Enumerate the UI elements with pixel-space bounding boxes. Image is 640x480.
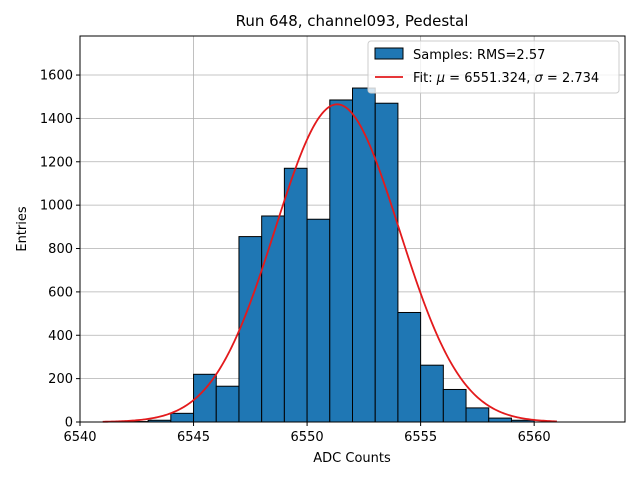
legend-box xyxy=(367,40,620,94)
histogram-bar xyxy=(261,215,285,423)
x-tick-label: 6555 xyxy=(404,430,437,445)
x-tick-label: 6560 xyxy=(518,430,551,445)
histogram-bar xyxy=(488,417,512,423)
x-tick-label: 6540 xyxy=(63,430,96,445)
y-axis-label: Entries xyxy=(15,206,30,252)
y-tick-label: 0 xyxy=(65,416,73,431)
histogram-bar xyxy=(306,218,331,423)
histogram-bar xyxy=(283,167,308,423)
y-tick-label: 1400 xyxy=(40,112,73,127)
y-tick-label: 1000 xyxy=(40,199,73,214)
x-axis-ticks: 6540 6545 6550 6555 6560 xyxy=(63,422,551,445)
y-tick-label: 400 xyxy=(48,329,73,344)
legend-label-fit: Fit: μ = 6551.324, σ = 2.734 xyxy=(413,71,599,86)
y-tick-label: 1600 xyxy=(40,69,73,84)
x-axis-label: ADC Counts xyxy=(313,451,391,466)
histogram-bars xyxy=(124,87,535,423)
x-tick-label: 6550 xyxy=(291,430,324,445)
y-axis-ticks: 0 200 400 600 800 1000 1200 1400 1600 xyxy=(40,69,80,431)
x-tick-label: 6545 xyxy=(177,430,210,445)
y-tick-label: 800 xyxy=(48,242,73,257)
y-tick-label: 1200 xyxy=(40,155,73,170)
plot-frame xyxy=(79,35,626,423)
histogram-bar xyxy=(170,412,195,423)
y-tick-label: 200 xyxy=(48,372,73,387)
plot-area xyxy=(79,35,626,423)
chart-title: Run 648, channel093, Pedestal xyxy=(236,12,469,30)
histogram-bar xyxy=(352,87,376,423)
histogram-bar xyxy=(238,236,263,423)
histogram-bar xyxy=(465,407,490,423)
histogram-bar xyxy=(215,385,240,423)
y-tick-label: 600 xyxy=(48,285,73,300)
legend: Samples: RMS=2.57 Fit: μ = 6551.324, σ =… xyxy=(367,40,620,94)
histogram-bar xyxy=(374,102,399,423)
histogram-bar xyxy=(329,99,353,423)
legend-label-samples: Samples: RMS=2.57 xyxy=(413,48,545,63)
fit-curve xyxy=(102,103,557,423)
histogram-bar xyxy=(420,364,444,423)
histogram-bar xyxy=(397,311,422,423)
legend-swatch-samples xyxy=(374,47,404,60)
histogram-bar xyxy=(442,388,467,423)
